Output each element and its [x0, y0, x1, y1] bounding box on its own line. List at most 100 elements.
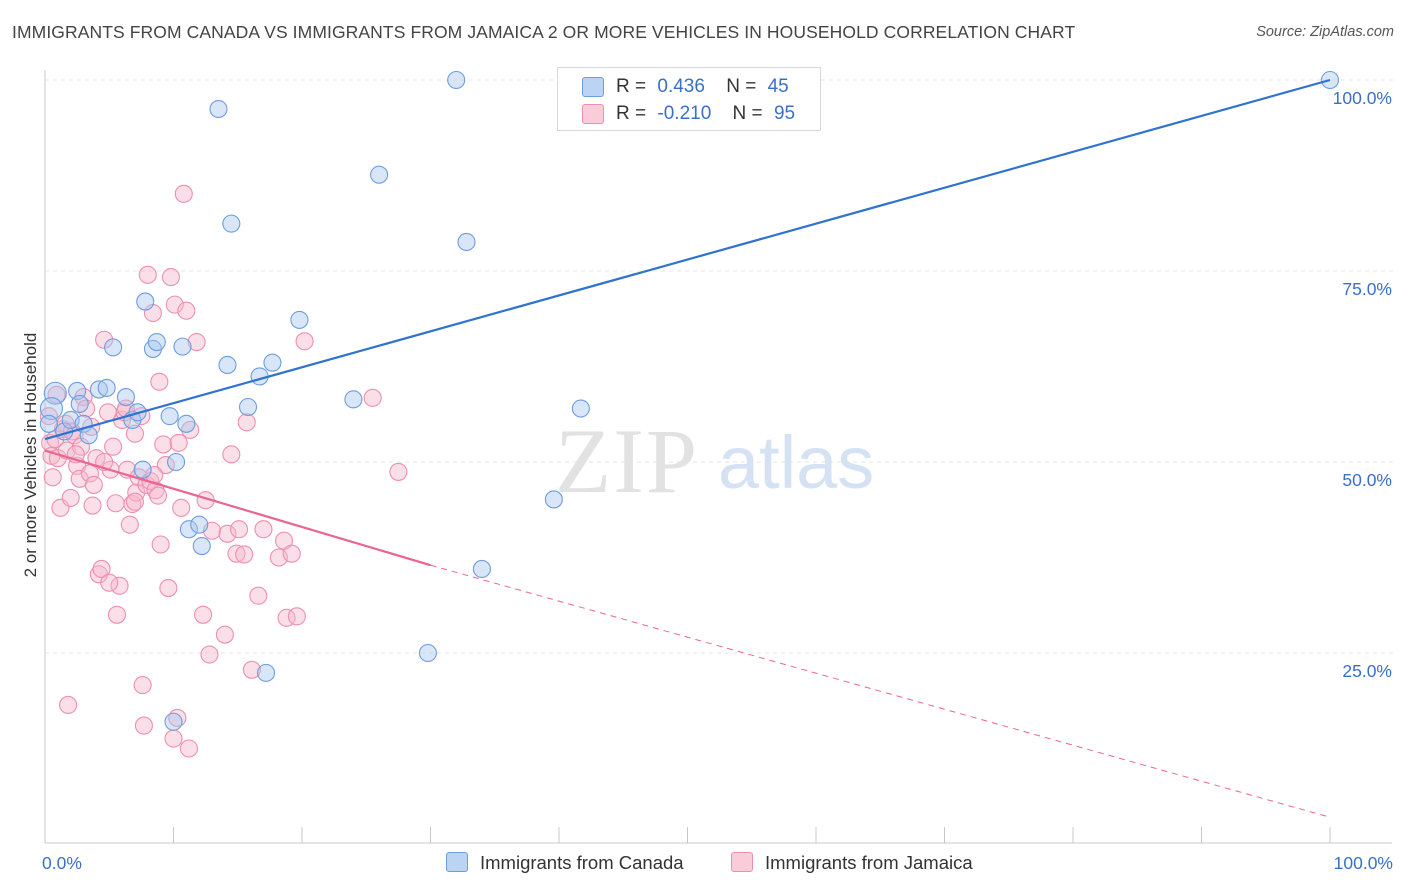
- point-jamaica: [187, 333, 206, 352]
- bottom-legend-swatch-jamaica: [731, 852, 753, 872]
- trend-line-canada: [44, 78, 1331, 441]
- point-jamaica: [92, 559, 111, 579]
- correlation-legend: R = 0.436 N = 45 R = -0.210 N = 95: [557, 67, 821, 131]
- point-jamaica: [100, 573, 119, 592]
- legend-swatch-jamaica: [582, 104, 604, 124]
- point-jamaica: [59, 695, 78, 715]
- point-canada: [39, 396, 63, 421]
- y-tick-label: 75.0%: [1342, 279, 1392, 299]
- point-jamaica: [177, 301, 196, 320]
- point-jamaica: [110, 576, 129, 595]
- point-canada: [544, 490, 563, 509]
- bottom-legend-label-canada: Immigrants from Canada: [480, 852, 684, 873]
- grid-lines: [45, 79, 1395, 654]
- point-jamaica: [159, 579, 178, 598]
- point-jamaica: [83, 496, 102, 515]
- point-canada: [263, 353, 282, 372]
- bottom-legend-jamaica: Immigrants from Jamaica: [731, 852, 973, 874]
- point-jamaica: [200, 645, 219, 664]
- point-jamaica: [150, 372, 169, 391]
- point-jamaica: [215, 625, 234, 644]
- point-jamaica: [138, 265, 157, 284]
- series-jamaica: [39, 184, 408, 758]
- point-canada: [209, 99, 228, 119]
- point-jamaica: [389, 462, 408, 481]
- point-jamaica: [47, 385, 66, 404]
- legend-n-value-canada: 45: [767, 76, 789, 97]
- point-canada: [256, 663, 276, 682]
- legend-swatch-canada: [582, 77, 604, 97]
- point-jamaica: [151, 535, 170, 554]
- point-jamaica: [127, 483, 146, 502]
- y-tick-label: 25.0%: [1342, 661, 1392, 681]
- point-canada: [370, 165, 389, 184]
- point-jamaica: [174, 184, 193, 203]
- point-canada: [89, 380, 109, 399]
- point-jamaica: [123, 494, 142, 514]
- point-canada: [179, 520, 198, 539]
- legend-text-jamaica: R = -0.210 N = 95: [616, 103, 795, 125]
- watermark-atlas: atlas: [718, 421, 874, 504]
- point-jamaica: [43, 468, 62, 487]
- legend-n-label-canada: N =: [726, 76, 757, 97]
- point-canada: [173, 337, 192, 356]
- point-jamaica: [134, 716, 153, 735]
- point-jamaica: [104, 437, 123, 456]
- point-jamaica: [218, 524, 237, 543]
- point-canada: [457, 232, 476, 252]
- trend-lines: [44, 78, 1331, 818]
- point-jamaica: [84, 475, 103, 494]
- point-jamaica: [125, 424, 144, 443]
- point-jamaica: [107, 605, 127, 624]
- point-jamaica: [154, 435, 173, 454]
- point-jamaica: [156, 456, 175, 475]
- point-jamaica: [169, 433, 188, 452]
- point-jamaica: [254, 520, 273, 539]
- legend-r-value-jamaica: -0.210: [657, 103, 712, 124]
- point-jamaica: [179, 739, 198, 758]
- point-jamaica: [287, 607, 306, 626]
- point-jamaica: [229, 520, 249, 539]
- point-jamaica: [149, 486, 168, 505]
- point-jamaica: [222, 445, 241, 464]
- legend-r-value-canada: 0.436: [657, 76, 705, 97]
- point-jamaica: [61, 488, 80, 507]
- point-canada: [136, 292, 155, 311]
- point-canada: [177, 414, 196, 433]
- point-canada: [344, 390, 363, 409]
- point-jamaica: [133, 676, 152, 695]
- point-jamaica: [165, 295, 184, 314]
- legend-n-value-jamaica: 95: [773, 103, 796, 124]
- point-jamaica: [172, 498, 191, 517]
- chart-title: IMMIGRANTS FROM CANADA VS IMMIGRANTS FRO…: [12, 22, 1076, 42]
- point-canada: [133, 460, 152, 479]
- point-canada: [218, 355, 237, 375]
- point-canada: [116, 388, 136, 407]
- point-canada: [222, 214, 241, 233]
- point-jamaica: [194, 605, 213, 624]
- trend-line-jamaica-extrapolated: [430, 564, 1331, 818]
- point-jamaica: [161, 268, 180, 287]
- tick-labels: 25.0% 50.0% 75.0% 100.0% 0.0% 100.0%: [42, 88, 1393, 873]
- point-canada: [164, 712, 183, 731]
- bottom-legend-swatch-canada: [446, 852, 468, 872]
- axes: [44, 70, 1392, 844]
- point-jamaica: [106, 494, 125, 513]
- point-canada: [571, 399, 590, 418]
- y-axis-title: 2 or more Vehicles in Household: [21, 332, 40, 578]
- trend-line-jamaica: [44, 449, 431, 567]
- watermark: ZIP atlas: [555, 410, 874, 512]
- point-jamaica: [249, 586, 268, 605]
- y-tick-label: 100.0%: [1333, 88, 1392, 108]
- point-jamaica: [77, 399, 96, 418]
- x-tick-label: 0.0%: [42, 853, 82, 873]
- point-canada: [290, 310, 309, 329]
- point-jamaica: [227, 544, 246, 563]
- point-canada: [190, 515, 209, 534]
- point-canada: [39, 414, 58, 433]
- legend-r-label-canada: R =: [616, 76, 647, 97]
- point-canada: [192, 536, 211, 556]
- series-canada: [39, 70, 1340, 731]
- bottom-legend-label-jamaica: Immigrants from Jamaica: [765, 852, 973, 873]
- point-jamaica: [120, 515, 139, 534]
